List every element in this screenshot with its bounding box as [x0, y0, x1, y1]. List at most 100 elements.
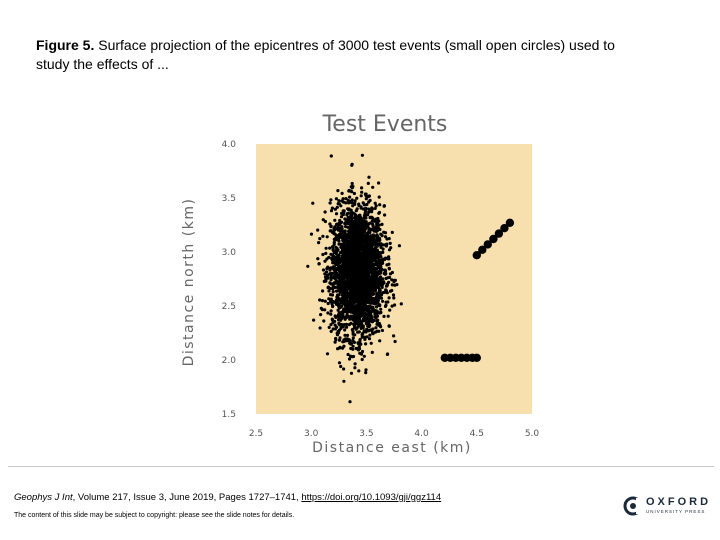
test-event-point — [337, 283, 341, 287]
test-event-point — [368, 238, 372, 242]
test-event-point — [327, 325, 331, 329]
test-event-point — [382, 314, 386, 318]
y-tick-label: 3.0 — [222, 248, 237, 258]
test-event-point — [378, 203, 382, 207]
test-event-point — [353, 366, 357, 370]
test-event-point — [351, 211, 355, 215]
test-event-point — [336, 318, 341, 322]
test-event-point — [371, 300, 376, 305]
test-event-point — [390, 288, 394, 293]
test-event-point — [377, 303, 381, 307]
test-event-point — [360, 268, 364, 272]
citation: Geophys J Int, Volume 217, Issue 3, June… — [14, 492, 441, 503]
test-event-point — [329, 329, 333, 333]
test-event-point — [357, 369, 361, 373]
test-event-point — [371, 252, 375, 256]
doi-link[interactable]: https://doi.org/10.1093/gji/ggz114 — [301, 492, 442, 503]
test-event-point — [367, 305, 371, 309]
test-event-point — [378, 339, 382, 343]
large-event-point — [483, 240, 492, 249]
test-event-point — [342, 259, 346, 263]
test-event-point — [332, 255, 336, 259]
test-event-point — [367, 229, 371, 233]
test-event-point — [335, 302, 339, 306]
test-event-point — [349, 239, 353, 243]
test-event-point — [372, 275, 376, 279]
test-event-point — [340, 310, 344, 314]
test-event-point — [326, 311, 330, 315]
test-event-point — [355, 227, 359, 231]
test-event-point — [376, 219, 380, 223]
test-event-point — [342, 241, 346, 245]
test-event-point — [356, 330, 360, 334]
test-event-point — [350, 190, 354, 194]
test-event-point — [353, 252, 357, 256]
test-event-point — [329, 154, 333, 158]
test-event-point — [350, 270, 354, 274]
test-event-point — [381, 247, 385, 251]
test-event-point — [345, 300, 349, 304]
test-event-point — [334, 197, 338, 201]
test-event-point — [361, 310, 365, 314]
test-event-point — [368, 221, 372, 225]
test-event-point — [355, 249, 359, 253]
test-event-point — [364, 216, 368, 220]
test-event-point — [321, 252, 325, 257]
test-event-point — [337, 199, 341, 203]
test-event-point — [364, 277, 368, 281]
test-event-point — [358, 226, 362, 230]
test-event-point — [370, 206, 374, 210]
test-event-point — [362, 257, 366, 261]
test-event-point — [311, 201, 315, 205]
test-event-point — [371, 222, 375, 226]
test-event-point — [343, 333, 347, 337]
test-event-point — [354, 242, 358, 246]
test-event-point — [356, 313, 360, 317]
test-event-point — [387, 262, 391, 266]
test-event-point — [393, 283, 397, 287]
test-event-point — [331, 290, 335, 294]
test-event-point — [326, 273, 330, 277]
test-event-point — [375, 267, 379, 271]
test-event-point — [348, 195, 352, 199]
journal-name: Geophys J Int — [14, 492, 73, 503]
test-event-point — [328, 246, 332, 250]
test-event-point — [329, 309, 333, 313]
test-event-point — [324, 246, 328, 250]
test-event-point — [331, 248, 335, 252]
test-event-point — [371, 272, 375, 276]
test-event-point — [377, 259, 381, 263]
large-event-point — [472, 251, 481, 260]
test-event-point — [360, 186, 364, 190]
test-event-point — [322, 319, 326, 323]
test-event-point — [388, 241, 392, 245]
test-event-point — [348, 223, 353, 227]
test-event-point — [374, 245, 378, 249]
test-event-point — [336, 228, 341, 232]
test-event-point — [346, 211, 351, 215]
test-event-point — [349, 342, 353, 346]
test-event-point — [332, 281, 337, 285]
test-event-point — [329, 323, 333, 327]
test-event-point — [352, 227, 356, 231]
test-event-point — [355, 347, 359, 351]
test-event-point — [371, 233, 375, 237]
test-event-point — [339, 258, 343, 262]
test-event-point — [353, 333, 357, 337]
test-event-point — [397, 244, 401, 248]
test-event-point — [339, 242, 343, 246]
test-event-point — [359, 326, 363, 330]
test-event-point — [370, 228, 374, 232]
test-event-point — [330, 293, 335, 297]
test-event-point — [335, 259, 339, 263]
test-event-point — [360, 190, 364, 194]
test-event-point — [361, 331, 365, 335]
test-event-point — [333, 319, 337, 323]
x-tick-label: 4.0 — [414, 429, 429, 439]
test-event-point — [334, 338, 338, 342]
test-event-point — [375, 229, 379, 233]
test-event-point — [361, 288, 365, 292]
test-event-point — [384, 300, 388, 304]
test-event-point — [345, 234, 349, 238]
test-event-point — [366, 324, 370, 328]
